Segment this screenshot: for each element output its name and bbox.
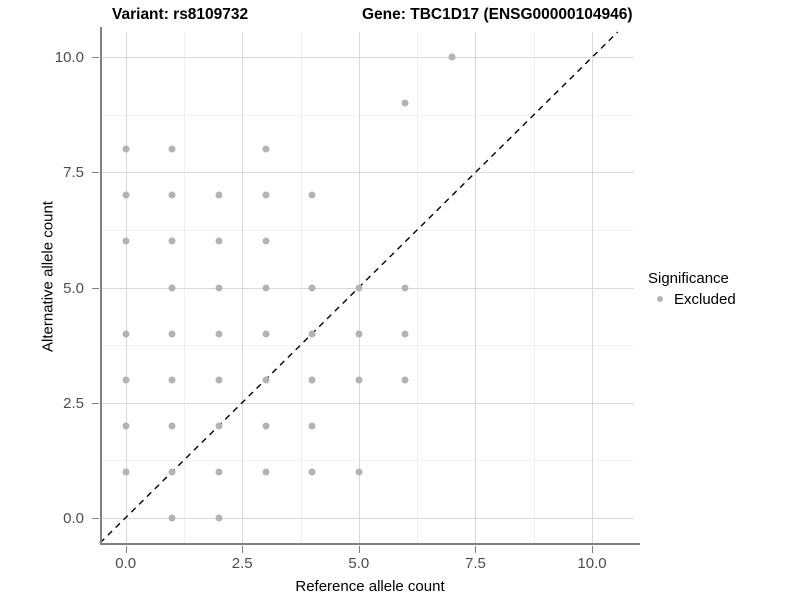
x-axis-tick-mark bbox=[358, 546, 360, 553]
data-point bbox=[215, 422, 223, 430]
data-point bbox=[355, 284, 363, 291]
data-point bbox=[401, 330, 409, 338]
legend: Significance Excluded bbox=[648, 270, 796, 308]
plot-panel bbox=[99, 31, 634, 544]
y-axis-tick-mark bbox=[92, 287, 99, 289]
y-axis-tick-label: 7.5 bbox=[63, 164, 84, 182]
chart-title-row: Variant: rs8109732 Gene: TBC1D17 (ENSG00… bbox=[0, 6, 800, 30]
data-point bbox=[448, 53, 456, 61]
data-point bbox=[308, 376, 316, 384]
x-axis-tick-label: 10.0 bbox=[577, 555, 607, 572]
gridline-minor-horizontal bbox=[100, 229, 634, 231]
y-axis-tick-mark bbox=[92, 517, 99, 519]
y-axis-line bbox=[100, 27, 102, 545]
gridline-minor-horizontal bbox=[100, 345, 634, 347]
y-axis-tick-label: 10.0 bbox=[54, 49, 84, 67]
y-axis-tick-label: 0.0 bbox=[63, 509, 84, 527]
data-point bbox=[401, 284, 409, 291]
data-point bbox=[215, 514, 223, 522]
data-point bbox=[262, 376, 270, 384]
data-point bbox=[122, 422, 130, 430]
data-point bbox=[122, 468, 130, 476]
x-axis-line bbox=[100, 543, 640, 545]
legend-items: Excluded bbox=[648, 291, 796, 308]
y-axis-label: Alternative allele count bbox=[39, 201, 57, 352]
data-point bbox=[401, 99, 409, 107]
gridline-minor-horizontal bbox=[100, 460, 634, 462]
gridline-minor-horizontal bbox=[100, 114, 634, 116]
data-point bbox=[122, 191, 130, 199]
gridline-major-horizontal bbox=[100, 402, 634, 404]
data-point bbox=[168, 284, 176, 291]
data-point bbox=[122, 330, 130, 338]
legend-item[interactable]: Excluded bbox=[652, 291, 796, 308]
x-axis-label: Reference allele count bbox=[295, 578, 445, 595]
data-point bbox=[355, 376, 363, 384]
y-axis-tick-mark bbox=[92, 402, 99, 404]
x-axis-tick-mark bbox=[475, 546, 477, 553]
data-point bbox=[262, 237, 270, 245]
gene-title: Gene: TBC1D17 (ENSG00000104946) bbox=[362, 6, 633, 23]
data-point bbox=[168, 422, 176, 430]
data-point bbox=[168, 468, 176, 476]
data-point bbox=[168, 514, 176, 522]
data-point bbox=[401, 376, 409, 384]
data-point bbox=[262, 422, 270, 430]
x-axis-tick-label: 7.5 bbox=[464, 555, 486, 572]
gridline-major-horizontal bbox=[100, 172, 634, 174]
legend-dot bbox=[657, 296, 663, 303]
y-axis-tick-label: 2.5 bbox=[63, 394, 84, 412]
data-point bbox=[308, 330, 316, 338]
data-point bbox=[215, 237, 223, 245]
data-point bbox=[122, 376, 130, 384]
data-point bbox=[262, 191, 270, 199]
variant-title: Variant: rs8109732 bbox=[112, 6, 249, 23]
x-axis-tick-label: 2.5 bbox=[231, 555, 253, 572]
data-point bbox=[308, 284, 316, 291]
data-point bbox=[308, 468, 316, 476]
data-point bbox=[168, 237, 176, 245]
data-point bbox=[168, 145, 176, 153]
data-point bbox=[168, 376, 176, 384]
data-point bbox=[215, 284, 223, 291]
legend-marker-circle-icon bbox=[652, 291, 668, 307]
y-axis-tick-label: 5.0 bbox=[63, 279, 84, 297]
y-axis-tick-mark bbox=[92, 57, 99, 59]
legend-item-label: Excluded bbox=[674, 290, 736, 308]
data-point bbox=[355, 330, 363, 338]
data-point bbox=[122, 145, 130, 153]
x-axis-tick-mark bbox=[592, 546, 594, 553]
data-point bbox=[262, 468, 270, 476]
gridline-major-horizontal bbox=[100, 517, 634, 519]
data-point bbox=[355, 468, 363, 476]
data-point bbox=[122, 237, 130, 245]
x-axis-tick-label: 5.0 bbox=[348, 555, 370, 572]
gridline-major-horizontal bbox=[100, 287, 634, 289]
data-point bbox=[215, 191, 223, 199]
x-axis-tick-mark bbox=[242, 546, 244, 553]
data-point bbox=[168, 330, 176, 338]
data-point bbox=[308, 422, 316, 430]
data-point bbox=[215, 330, 223, 338]
gridline-major-horizontal bbox=[100, 57, 634, 59]
data-point bbox=[215, 376, 223, 384]
x-axis-tick-label: 0.0 bbox=[115, 555, 137, 572]
data-point bbox=[262, 330, 270, 338]
data-point bbox=[168, 191, 176, 199]
data-point bbox=[262, 145, 270, 153]
y-axis-tick-mark bbox=[92, 172, 99, 174]
data-point bbox=[308, 191, 316, 199]
x-axis-tick-mark bbox=[125, 546, 127, 553]
data-point bbox=[215, 468, 223, 476]
legend-title: Significance bbox=[648, 270, 729, 287]
data-point bbox=[262, 284, 270, 291]
